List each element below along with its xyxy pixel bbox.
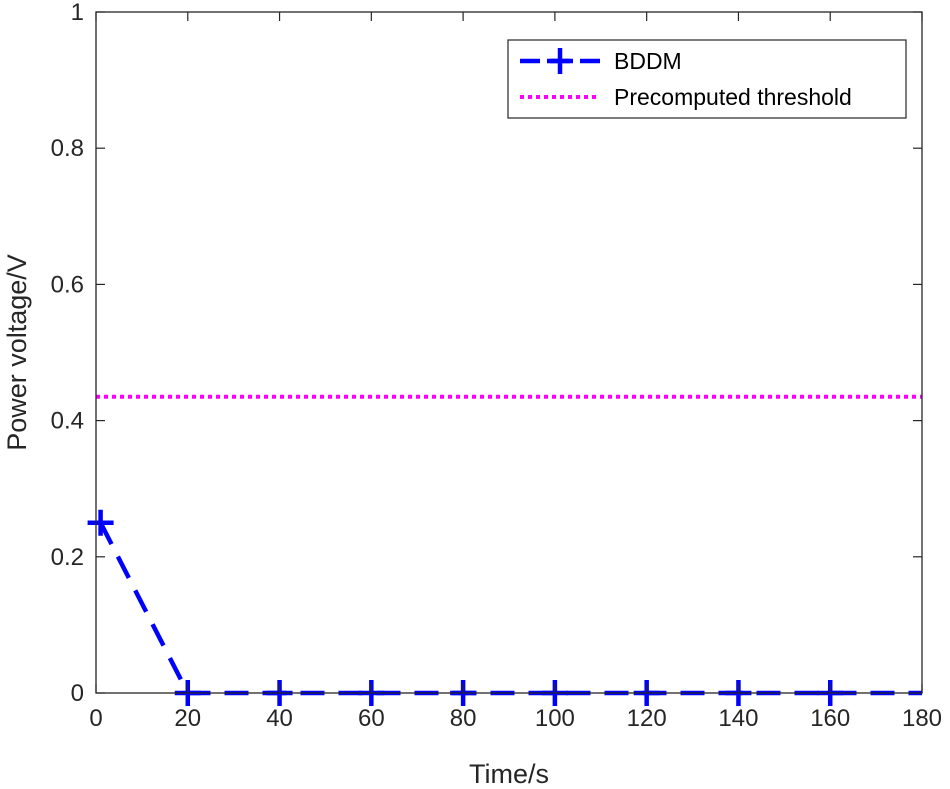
x-tick-label: 40 (266, 705, 293, 732)
x-axis-title: Time/s (469, 759, 549, 789)
x-tick-label: 180 (902, 705, 942, 732)
y-tick-label: 0.8 (51, 135, 84, 162)
legend-entries: BDDM Precomputed threshold (520, 48, 852, 110)
axes: 0 20 40 60 80 100 120 140 160 180 0 0.2 0.4 0.6 0.8 1 (51, 0, 942, 732)
x-tick-label: 60 (358, 705, 385, 732)
legend: BDDM Precomputed threshold (507, 39, 907, 119)
y-tick-label: 0.2 (51, 544, 84, 571)
axes-box (95, 11, 923, 694)
bddm-marker (87, 509, 114, 536)
y-tick-label: 0.6 (51, 271, 84, 298)
x-tick-label: 100 (535, 705, 575, 732)
y-tick-label: 1 (71, 0, 84, 26)
x-tick-label: 80 (450, 705, 477, 732)
legend-label-bddm: BDDM (614, 48, 682, 74)
legend-label-threshold: Precomputed threshold (614, 84, 852, 110)
y-tick-label: 0.4 (51, 408, 84, 435)
legend-box (507, 39, 907, 119)
x-tick-label: 160 (810, 705, 850, 732)
y-axis-title: Power voltage/V (2, 254, 32, 451)
x-tick-label: 140 (718, 705, 758, 732)
x-tick-label: 120 (627, 705, 667, 732)
x-tick-label: 20 (174, 705, 201, 732)
x-tick-label: 0 (89, 705, 102, 732)
y-tick-label: 0 (71, 680, 84, 707)
